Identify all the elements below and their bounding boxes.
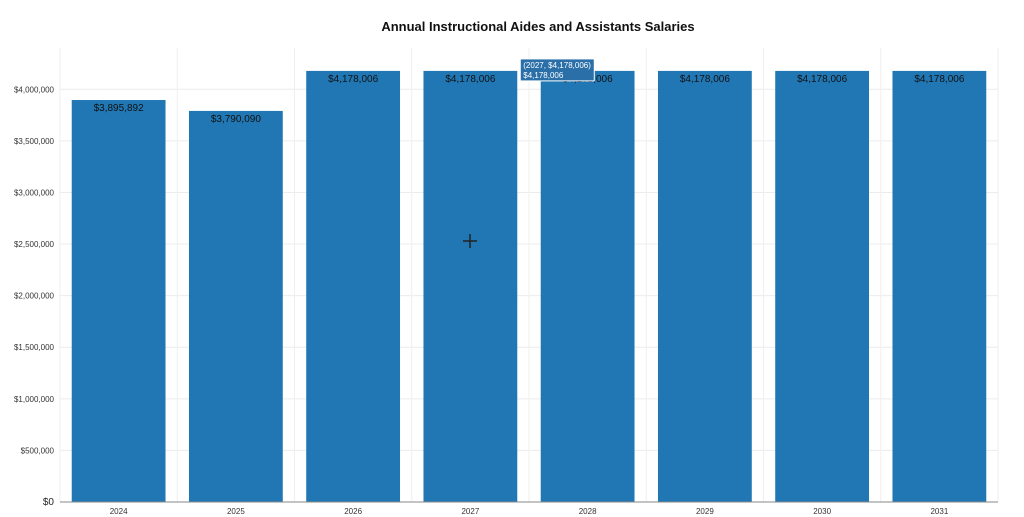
- x-tick-label: 2026: [344, 507, 362, 516]
- x-tick-label: 2025: [227, 507, 245, 516]
- x-tick-label: 2024: [110, 507, 128, 516]
- x-tick-label: 2028: [579, 507, 597, 516]
- chart-title: Annual Instructional Aides and Assistant…: [381, 19, 694, 34]
- bar-2026[interactable]: [306, 70, 401, 502]
- y-tick-label: $2,000,000: [14, 292, 55, 301]
- crosshair-cursor-icon: [463, 234, 477, 248]
- bar-2027[interactable]: [423, 70, 518, 502]
- y-tick-label: $1,500,000: [14, 343, 55, 352]
- bar-value-label: $3,895,892: [94, 103, 144, 114]
- y-tick-label: $4,000,000: [14, 85, 55, 94]
- bar-value-label: $3,790,090: [211, 114, 261, 125]
- y-axis: $0 $500,000 $1,000,000 $1,500,000 $2,000,000…: [14, 85, 55, 508]
- hover-tooltip: (2027, $4,178,006)$4,178,006: [519, 58, 595, 82]
- x-tick-label: 2027: [461, 507, 479, 516]
- x-tick-label: 2030: [813, 507, 831, 516]
- bar-2030[interactable]: [775, 70, 870, 502]
- bar-value-label: $4,178,006: [328, 74, 378, 85]
- tooltip-box: [519, 58, 595, 82]
- bar-value-label: $4,178,006: [914, 74, 964, 85]
- y-tick-label: $500,000: [21, 446, 55, 455]
- y-tick-label: $1,000,000: [14, 395, 55, 404]
- tooltip-line-1: (2027, $4,178,006): [523, 61, 591, 70]
- y-tick-label: $0: [43, 497, 55, 508]
- tooltip-line-2: $4,178,006: [523, 71, 564, 80]
- x-tick-label: 2031: [930, 507, 948, 516]
- x-axis: 2024 2025 2026 2027 2028 2029 2030 2031: [60, 501, 998, 516]
- y-tick-label: $3,500,000: [14, 137, 55, 146]
- bars: $3,895,892 $3,790,090 $4,178,006 $4,178,006…: [71, 70, 987, 503]
- bar-2029[interactable]: [657, 70, 752, 502]
- bar-2028[interactable]: [540, 70, 635, 502]
- bar-value-label: $4,178,006: [445, 74, 495, 85]
- x-tick-label: 2029: [696, 507, 714, 516]
- bar-2031[interactable]: [892, 70, 987, 502]
- bar-value-label: $4,178,006: [797, 74, 847, 85]
- y-tick-label: $2,500,000: [14, 240, 55, 249]
- bar-2025[interactable]: [188, 110, 283, 502]
- bar-value-label: $4,178,006: [680, 74, 730, 85]
- bar-2024[interactable]: [71, 100, 166, 503]
- y-tick-label: $3,000,000: [14, 188, 55, 197]
